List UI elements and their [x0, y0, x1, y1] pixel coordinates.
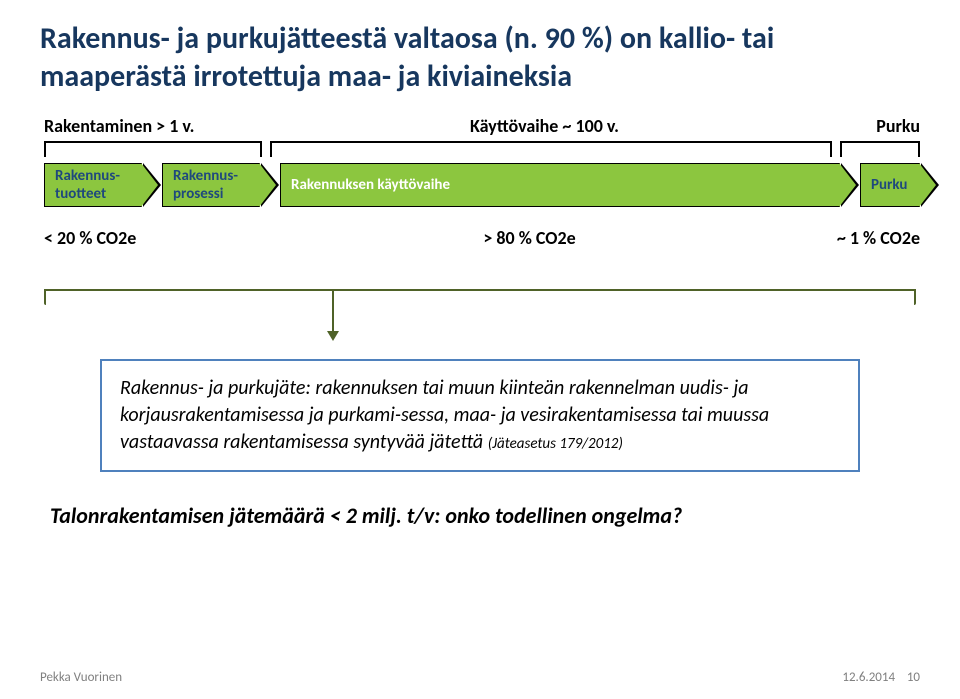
big-brace [44, 289, 916, 349]
brace-use [270, 141, 832, 157]
slide-title: Rakennus- ja purkujätteestä valtaosa (n.… [40, 20, 920, 95]
footer-page: 10 [907, 670, 920, 685]
phase-labels-row: Rakentaminen > 1 v. Käyttövaihe ~ 100 v.… [40, 115, 920, 137]
arrow-process: Rakennus-prosessi [162, 163, 260, 207]
arrow-usephase: Rakennuksen käyttövaihe [280, 163, 840, 207]
arrow-products: Rakennus-tuotteet [44, 163, 142, 207]
brace-demolish [840, 141, 920, 157]
arrow-demolition: Purku [860, 163, 920, 207]
slide: Rakennus- ja purkujätteestä valtaosa (n.… [0, 0, 960, 699]
co2-row: < 20 % CO2e > 80 % CO2e ~ 1 % CO2e [40, 227, 920, 249]
definition-box: Rakennus- ja purkujäte: rakennuksen tai … [100, 359, 860, 472]
phase-use-label: Käyttövaihe ~ 100 v. [269, 115, 820, 137]
phase-demolish-label: Purku [820, 115, 920, 137]
footer: Pekka Vuorinen 12.6.2014 10 [40, 670, 920, 685]
co2-build: < 20 % CO2e [44, 227, 269, 249]
top-braces [40, 141, 920, 157]
arrow-row: Rakennus-tuotteet Rakennus-prosessi Rake… [40, 163, 920, 207]
footer-author: Pekka Vuorinen [40, 670, 122, 685]
footer-date: 12.6.2014 [842, 670, 895, 685]
bottom-question: Talonrakentamisen jätemäärä < 2 milj. t/… [50, 502, 910, 529]
brace-build [44, 141, 262, 157]
definition-ref: (Jäteasetus 179/2012) [488, 435, 623, 453]
co2-demolish: ~ 1 % CO2e [790, 227, 920, 249]
definition-term: Rakennus- ja purkujäte: [120, 376, 311, 400]
co2-use: > 80 % CO2e [269, 227, 790, 249]
phase-build-label: Rakentaminen > 1 v. [44, 115, 269, 137]
